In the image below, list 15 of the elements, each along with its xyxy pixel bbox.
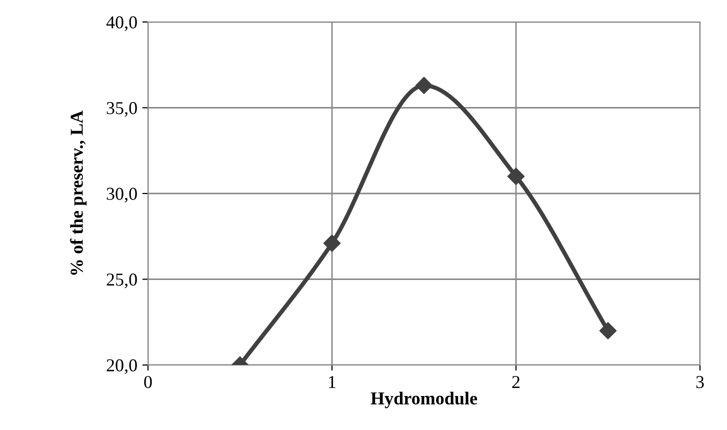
y-axis-title: % of the preserv., LA	[70, 110, 87, 275]
y-tick-label: 20,0	[106, 359, 137, 374]
point	[507, 168, 525, 185]
x-tick-label: 0	[144, 376, 152, 388]
point	[323, 234, 341, 252]
y-tick-label: 30,0	[106, 188, 137, 203]
y-tick-label: 35,0	[106, 102, 137, 117]
x-tick-label: 1	[329, 376, 336, 388]
x-tick-label: 3	[696, 376, 704, 388]
point	[415, 76, 433, 94]
x-axis-title: Hydromodule	[370, 392, 478, 408]
y-tick-label: 25,0	[106, 274, 137, 288]
x-tick-label: 2	[512, 376, 520, 388]
point	[599, 322, 617, 340]
y-tick-label: 40,0	[106, 16, 137, 32]
